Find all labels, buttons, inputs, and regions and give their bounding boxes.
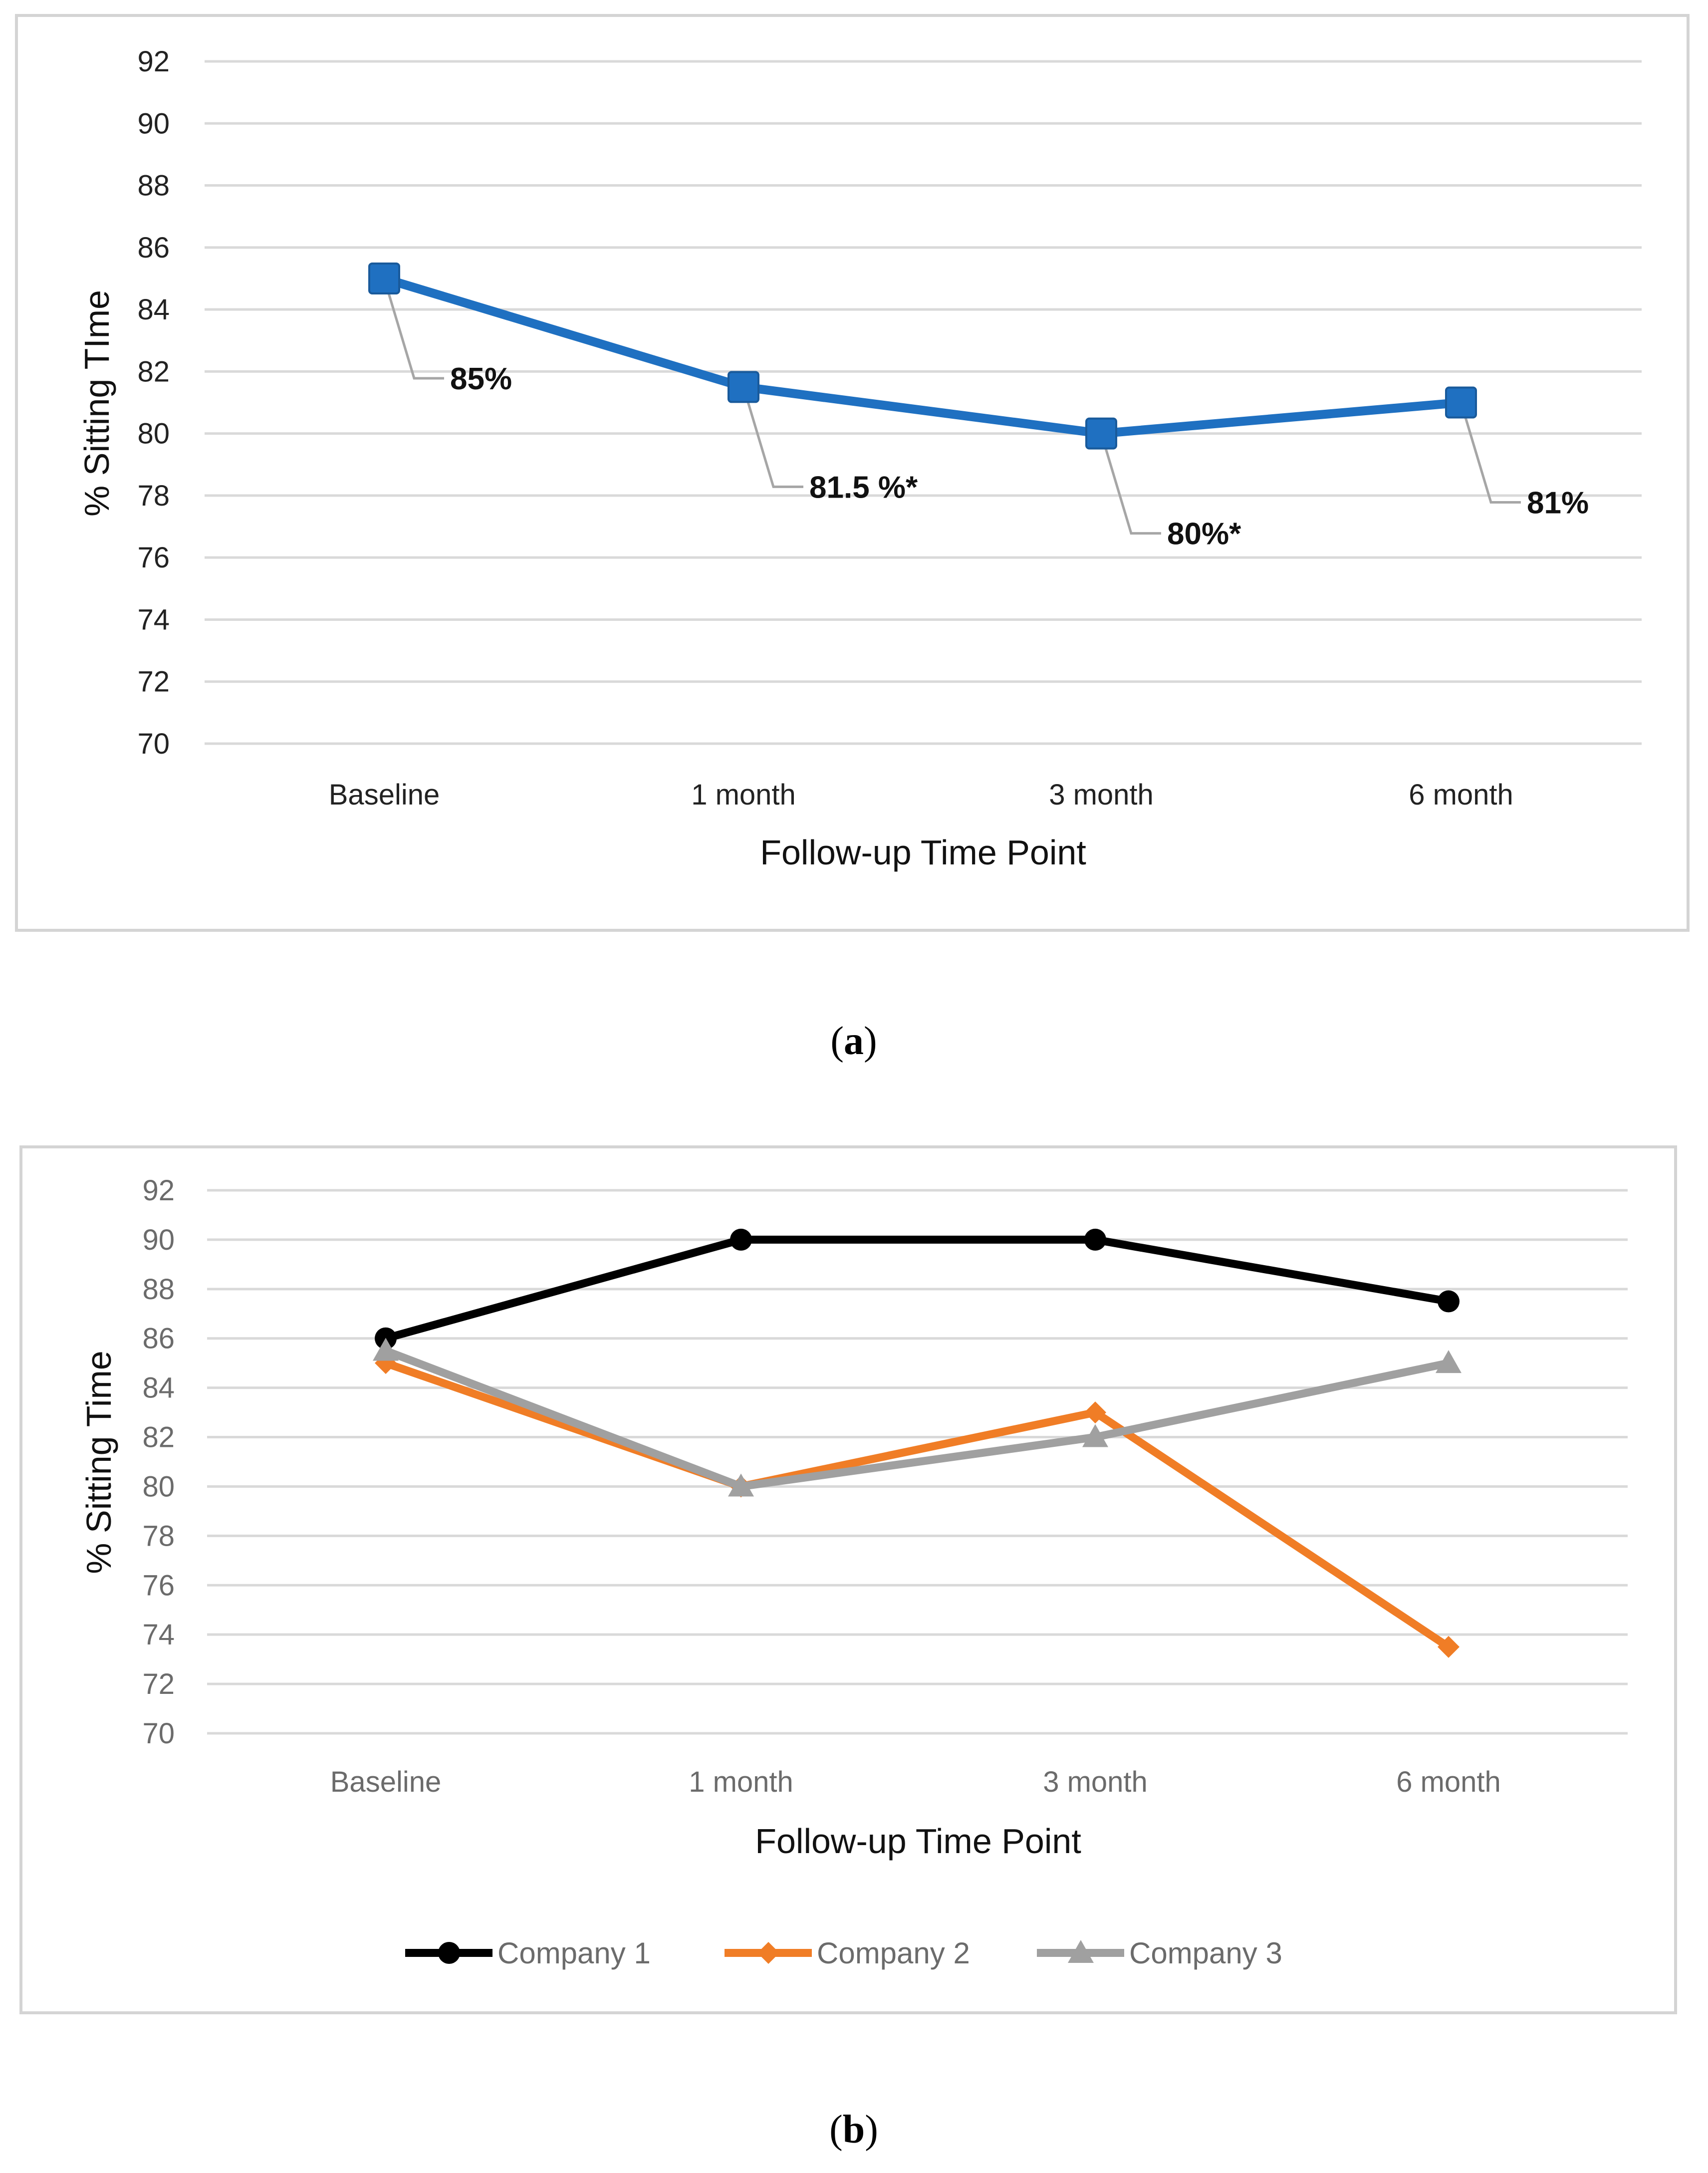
y-tick-label: 82 (142, 1421, 175, 1454)
chart-b-legend: Company 1 Company 2 Company 3 (405, 1936, 1282, 1970)
chart-b-x-axis-title: Follow-up Time Point (755, 1822, 1081, 1861)
panel-label-a: (a) (830, 1019, 877, 1063)
x-tick-label: 6 month (1396, 1766, 1501, 1798)
data-point (730, 1228, 752, 1251)
y-tick-label: 92 (137, 45, 170, 78)
panel-a-letter: a (844, 1019, 864, 1063)
x-tick-label: 3 month (1043, 1766, 1148, 1798)
y-tick-label: 88 (142, 1273, 175, 1306)
y-tick-label: 72 (137, 666, 170, 698)
svg-text:(b): (b) (829, 2108, 878, 2152)
y-tick-label: 84 (137, 293, 170, 326)
chart-a-frame (15, 14, 1690, 932)
series-line (383, 274, 1462, 438)
y-tick-label: 70 (142, 1717, 175, 1750)
legend-label: Company 2 (817, 1936, 970, 1970)
legend-item: Company 3 (1037, 1936, 1282, 1970)
y-tick-label: 74 (137, 603, 170, 636)
y-tick-label: 88 (137, 170, 170, 202)
y-tick-label: 80 (142, 1470, 175, 1503)
data-point (1445, 386, 1477, 419)
data-point (1438, 1290, 1460, 1313)
x-tick-label: 1 month (691, 779, 796, 811)
chart-b-frame (19, 1145, 1677, 2014)
legend-marker (757, 1942, 779, 1964)
data-label: 81% (1527, 486, 1589, 521)
chart-b: 70 72 74 76 78 80 82 84 86 88 90 92 Baseline 1 month… (19, 1145, 1677, 2014)
y-tick-label: 80 (137, 418, 170, 450)
label-leader-line (742, 386, 803, 488)
data-point (1085, 417, 1117, 450)
y-tick-label: 90 (142, 1224, 175, 1256)
svg-text:(a): (a) (830, 1019, 877, 1063)
data-point (373, 1338, 399, 1361)
legend-marker (1068, 1940, 1094, 1963)
legend-marker (438, 1942, 460, 1964)
label-leader-line (1460, 402, 1521, 504)
series-line-company-1 (384, 1235, 1450, 1343)
panel-label-b: (b) (829, 2108, 878, 2152)
y-tick-label: 84 (142, 1372, 175, 1404)
data-point (1436, 1350, 1462, 1373)
label-leader-line (383, 278, 444, 380)
legend-label: Company 3 (1129, 1936, 1282, 1970)
x-tick-label: 6 month (1409, 779, 1513, 811)
chart-b-y-axis-title: % Sitting Time (79, 1351, 118, 1574)
chart-b-y-tick-labels: 70 72 74 76 78 80 82 84 86 88 90 92 (142, 1174, 175, 1750)
data-point (728, 371, 759, 403)
y-tick-label: 82 (137, 355, 170, 388)
y-tick-label: 76 (137, 542, 170, 574)
y-tick-label: 86 (142, 1323, 175, 1355)
chart-a-y-tick-labels: 70 72 74 76 78 80 82 84 86 88 90 92 (137, 45, 170, 760)
data-label: 85% (450, 362, 512, 396)
data-point (1084, 1401, 1106, 1424)
chart-a-label-leaders (383, 278, 1521, 535)
x-tick-label: 3 month (1049, 779, 1154, 811)
data-point (1084, 1228, 1106, 1251)
data-point (1082, 1424, 1108, 1447)
chart-a-gridlines (205, 60, 1642, 745)
y-tick-label: 86 (137, 232, 170, 264)
data-label: 80%* (1167, 517, 1241, 551)
y-tick-label: 92 (142, 1174, 175, 1207)
panel-b-letter: b (843, 2108, 865, 2152)
chart-a: 70 72 74 76 78 80 82 84 86 88 90 92 Baseline 1 month… (15, 14, 1690, 932)
chart-a-x-axis-title: Follow-up Time Point (760, 833, 1086, 872)
y-tick-label: 74 (142, 1619, 175, 1651)
chart-b-series (373, 1228, 1462, 1658)
y-tick-label: 70 (137, 728, 170, 760)
x-tick-label: Baseline (330, 1766, 441, 1798)
data-label: 81.5 %* (809, 470, 918, 505)
x-tick-label: 1 month (689, 1766, 793, 1798)
series-line-company-3 (384, 1347, 1450, 1491)
legend-label: Company 1 (497, 1936, 651, 1970)
y-tick-label: 90 (137, 107, 170, 140)
legend-item: Company 2 (725, 1936, 970, 1970)
chart-b-x-tick-labels: Baseline 1 month 3 month 6 month (330, 1766, 1501, 1798)
y-tick-label: 78 (142, 1520, 175, 1552)
y-tick-label: 72 (142, 1668, 175, 1700)
x-tick-label: Baseline (329, 779, 440, 811)
chart-a-data-labels: 85% 81.5 %* 80%* 81% (450, 362, 1589, 551)
label-leader-line (1100, 433, 1161, 535)
chart-a-series (368, 262, 1477, 450)
legend-item: Company 1 (405, 1936, 651, 1970)
y-tick-label: 76 (142, 1569, 175, 1602)
y-tick-label: 78 (137, 480, 170, 512)
chart-a-x-tick-labels: Baseline 1 month 3 month 6 month (329, 779, 1513, 811)
chart-a-y-axis-title: % Sitting TIme (77, 290, 116, 517)
data-point (368, 262, 400, 294)
data-point (1438, 1635, 1460, 1658)
series-line-company-2 (384, 1359, 1451, 1650)
data-point (728, 1473, 754, 1497)
